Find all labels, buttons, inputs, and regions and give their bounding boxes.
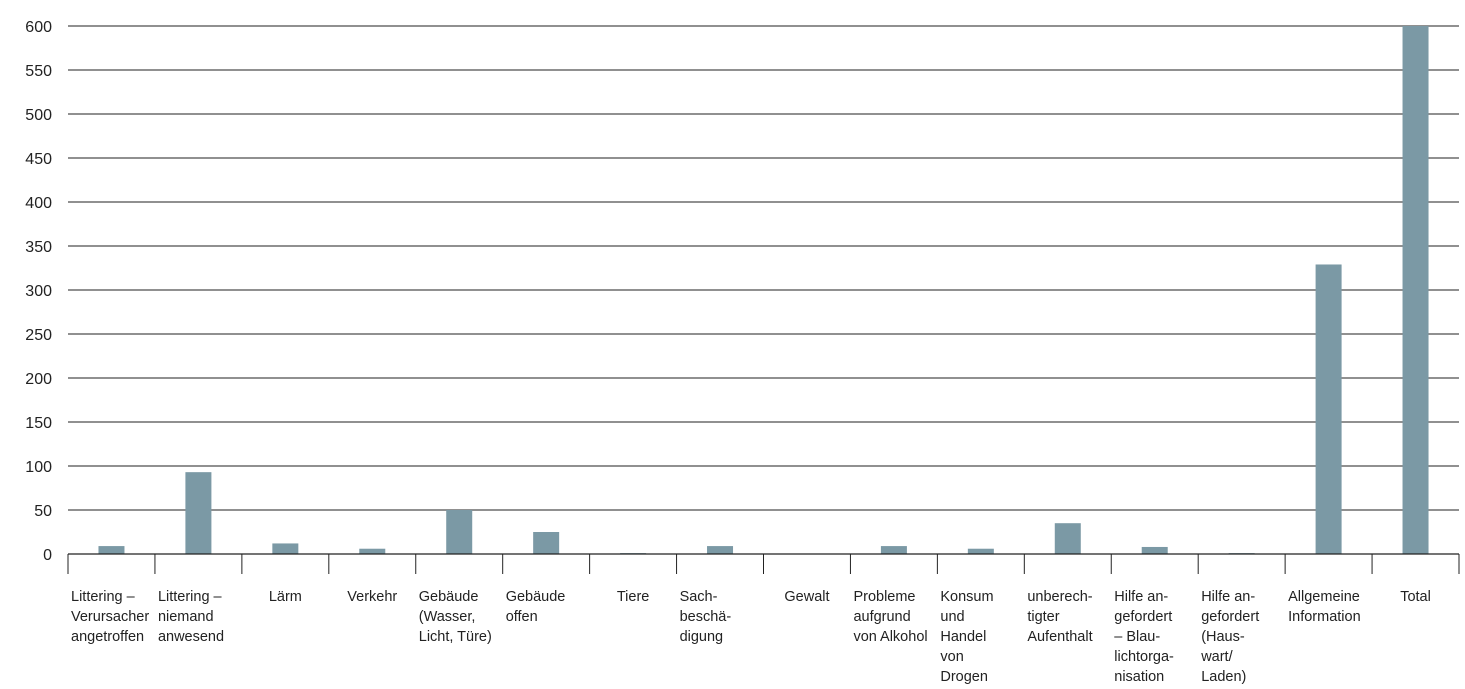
x-tick-label: Probleme aufgrund von Alkohol <box>853 589 927 645</box>
bar <box>1315 264 1342 554</box>
y-tick-label: 600 <box>25 19 52 36</box>
y-tick-label: 450 <box>25 151 52 168</box>
bar <box>446 510 473 554</box>
bar <box>1402 26 1429 554</box>
y-tick-label: 350 <box>25 239 52 256</box>
gridlines <box>68 25 1459 511</box>
bar <box>1141 546 1168 554</box>
bar <box>359 548 386 554</box>
y-tick-label: 200 <box>25 371 52 388</box>
x-tick-label: Hilfe an-gefordert (Haus-wart/Laden) <box>1200 589 1259 685</box>
y-tick-label: 550 <box>25 63 52 80</box>
y-tick-label: 150 <box>25 415 52 432</box>
y-tick-label: 400 <box>25 195 52 212</box>
x-axis-category-labels: Littering – Verursacher angetroffenLitteri… <box>71 589 1431 685</box>
bar <box>880 546 907 554</box>
x-tick-label: Allgemeine Information <box>1288 589 1361 625</box>
x-axis <box>67 553 1460 574</box>
x-tick-label: Lärm <box>269 589 302 605</box>
bar <box>967 548 994 554</box>
x-tick-label: Littering – Verursacher angetroffen <box>71 589 149 645</box>
x-tick-label: Konsum und Handel von Drogen <box>940 589 993 685</box>
x-tick-label: Hilfe an-gefordert – Blau-lichtorga-nisat… <box>1114 589 1174 685</box>
bar <box>533 532 560 554</box>
x-tick-label: Verkehr <box>347 589 397 605</box>
x-tick-label: unberech-tigter Aufenthalt <box>1027 589 1092 645</box>
y-tick-label: 250 <box>25 327 52 344</box>
bar <box>98 546 125 554</box>
bar <box>707 546 734 554</box>
x-tick-label: Littering – niemand anwesend <box>158 589 224 645</box>
x-tick-label: Sach-beschä-digung <box>680 589 732 645</box>
y-tick-label: 300 <box>25 283 52 300</box>
bars <box>98 26 1429 554</box>
bar <box>272 543 299 554</box>
x-tick-label: Gewalt <box>784 589 829 605</box>
y-axis-ticks: 0 50 100 150 200 250 300 350 400 450 500 550 600 <box>25 19 52 564</box>
x-tick-label: Tiere <box>617 589 650 605</box>
y-tick-label: 100 <box>25 459 52 476</box>
x-tick-label: Gebäude (Wasser, Licht, Türe) <box>419 589 492 645</box>
x-tick-label: Gebäude offen <box>506 589 566 625</box>
y-tick-label: 500 <box>25 107 52 124</box>
y-tick-label: 0 <box>43 547 52 564</box>
y-tick-label: 50 <box>34 503 52 520</box>
bar <box>185 472 212 554</box>
x-tick-label: Total <box>1400 589 1431 605</box>
bar <box>1054 523 1081 554</box>
